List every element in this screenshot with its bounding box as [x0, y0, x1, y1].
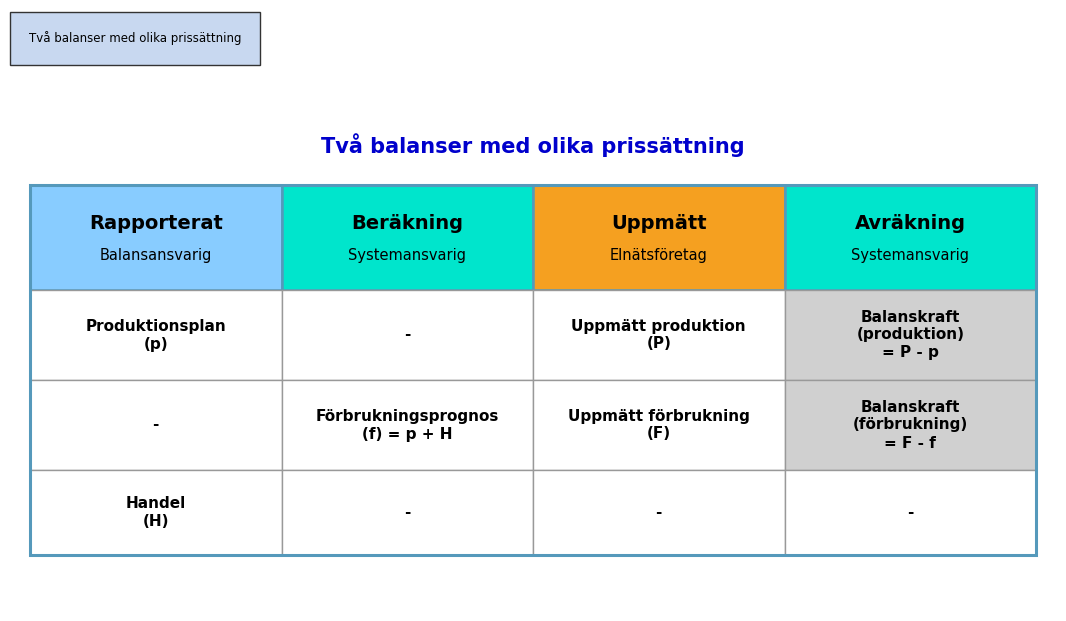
Text: Produktionsplan: Produktionsplan — [85, 319, 226, 333]
Text: Uppmätt: Uppmätt — [611, 214, 707, 233]
FancyBboxPatch shape — [533, 185, 785, 290]
Text: Balanskraft: Balanskraft — [860, 309, 960, 325]
Text: Systemansvarig: Systemansvarig — [852, 248, 969, 263]
FancyBboxPatch shape — [30, 380, 281, 470]
Text: Beräkning: Beräkning — [352, 214, 464, 233]
Text: (produktion): (produktion) — [856, 327, 965, 343]
Text: Balansansvarig: Balansansvarig — [99, 248, 212, 263]
FancyBboxPatch shape — [785, 380, 1036, 470]
Text: Uppmätt förbrukning: Uppmätt förbrukning — [568, 409, 749, 424]
Text: Rapporterat: Rapporterat — [88, 214, 223, 233]
Text: Systemansvarig: Systemansvarig — [349, 248, 466, 263]
Text: (p): (p) — [144, 337, 168, 351]
FancyBboxPatch shape — [10, 12, 260, 65]
FancyBboxPatch shape — [30, 290, 281, 380]
FancyBboxPatch shape — [533, 470, 785, 555]
FancyBboxPatch shape — [281, 380, 533, 470]
Text: (förbrukning): (förbrukning) — [853, 417, 968, 432]
Text: -: - — [656, 505, 662, 520]
Text: -: - — [404, 505, 410, 520]
Text: Elnätsföretag: Elnätsföretag — [610, 248, 708, 263]
FancyBboxPatch shape — [785, 290, 1036, 380]
Text: (F): (F) — [647, 427, 671, 442]
FancyBboxPatch shape — [785, 470, 1036, 555]
Text: Två balanser med olika prissättning: Två balanser med olika prissättning — [29, 32, 241, 45]
Text: (H): (H) — [143, 514, 169, 529]
FancyBboxPatch shape — [281, 290, 533, 380]
Text: (P): (P) — [646, 337, 672, 351]
FancyBboxPatch shape — [281, 185, 533, 290]
Text: Avräkning: Avräkning — [855, 214, 966, 233]
Text: = P - p: = P - p — [882, 345, 939, 361]
Text: Handel: Handel — [126, 496, 185, 511]
FancyBboxPatch shape — [30, 185, 281, 290]
Text: -: - — [907, 505, 914, 520]
FancyBboxPatch shape — [533, 380, 785, 470]
Text: = F - f: = F - f — [885, 435, 936, 450]
Text: -: - — [404, 327, 410, 343]
Text: Förbrukningsprognos: Förbrukningsprognos — [316, 409, 499, 424]
FancyBboxPatch shape — [785, 185, 1036, 290]
Text: Balanskraft: Balanskraft — [860, 399, 960, 414]
FancyBboxPatch shape — [533, 290, 785, 380]
Text: (f) = p + H: (f) = p + H — [362, 427, 452, 442]
FancyBboxPatch shape — [30, 470, 281, 555]
Text: Uppmätt produktion: Uppmätt produktion — [571, 319, 746, 333]
FancyBboxPatch shape — [281, 470, 533, 555]
Text: Två balanser med olika prissättning: Två balanser med olika prissättning — [321, 133, 745, 157]
Text: -: - — [152, 417, 159, 432]
